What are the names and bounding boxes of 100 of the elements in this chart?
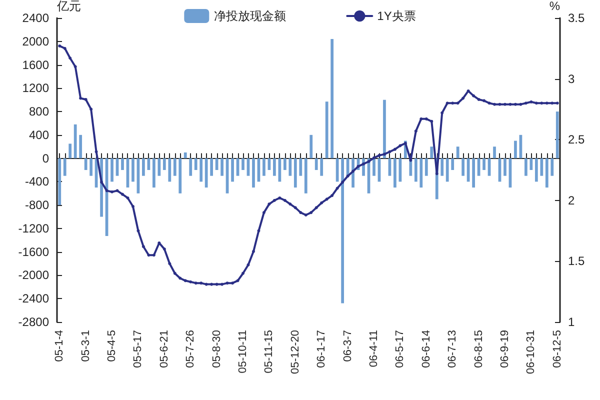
y-tick-label: 400 — [28, 128, 50, 142]
bar — [189, 158, 192, 176]
bar — [79, 134, 82, 158]
bar — [310, 134, 313, 158]
y-tick-label: -800 — [24, 198, 50, 212]
x-tick-label: 05-5-17 — [132, 330, 144, 368]
bar — [262, 158, 266, 176]
bar — [451, 158, 454, 170]
x-tick-label: 06-7-13 — [446, 330, 459, 368]
bar — [394, 158, 396, 188]
bar — [142, 158, 145, 176]
y-tick-label: 0 — [42, 151, 50, 166]
x-tick-label: 05-8-30 — [210, 330, 223, 368]
bar — [414, 158, 418, 182]
bar — [178, 158, 182, 194]
bar — [383, 100, 386, 158]
y-tick-label: 2400 — [22, 11, 50, 25]
bar — [534, 158, 538, 182]
x-tick-label: 06-10-31 — [525, 330, 538, 374]
x-tick-label: 06-1-17 — [316, 330, 328, 368]
bar — [210, 158, 214, 176]
bar — [288, 158, 292, 176]
legend-label: 1Y央票 — [377, 9, 416, 23]
bar — [278, 158, 282, 182]
bar — [472, 158, 475, 188]
y2-tick-label: 2.5 — [568, 132, 586, 147]
bar — [194, 158, 198, 170]
y2-axis-title: % — [549, 0, 560, 13]
x-tick-label: 05-3-1 — [80, 330, 92, 362]
bar — [336, 158, 339, 182]
bar — [504, 158, 506, 176]
y2-tick-label: 1 — [568, 315, 575, 329]
bar — [314, 158, 318, 170]
bar — [446, 158, 449, 182]
x-tick-label: 05-12-20 — [289, 330, 302, 374]
y2-tick-label: 2 — [568, 193, 575, 208]
x-tick-label: 05-11-15 — [263, 330, 276, 374]
bar — [493, 146, 496, 158]
y-tick-label: -1200 — [18, 221, 50, 236]
y2-tick-label: 3.5 — [568, 11, 586, 25]
bar — [252, 158, 255, 188]
bar — [556, 112, 559, 158]
x-tick-label: 05-7-26 — [184, 330, 197, 368]
x-tick-label: 05-10-11 — [237, 330, 250, 374]
x-tick-label: 06-12-5 — [551, 330, 564, 368]
bar — [420, 158, 423, 188]
bar — [514, 140, 517, 158]
bar — [173, 158, 176, 176]
bar — [330, 39, 334, 158]
y-tick-label: -400 — [24, 174, 50, 189]
y-axis-title: 亿元 — [56, 0, 81, 13]
bar — [545, 158, 548, 188]
bar — [110, 158, 114, 182]
bar — [204, 158, 208, 188]
y-tick-label: -2000 — [18, 268, 50, 282]
y2-tick-label: 3 — [568, 72, 575, 86]
y2-tick-label: 1.5 — [568, 254, 586, 268]
x-tick-label: 06-3-7 — [342, 330, 354, 362]
bar — [158, 158, 161, 176]
bar — [294, 158, 297, 188]
bar — [132, 158, 134, 182]
bar — [283, 158, 286, 170]
bar — [242, 158, 244, 170]
bar — [74, 124, 77, 158]
bar — [430, 146, 434, 158]
bar — [462, 158, 465, 176]
bar — [68, 144, 72, 158]
bar — [58, 158, 62, 206]
y-tick-label: -2400 — [18, 292, 50, 306]
legend-label: 净投放现金额 — [214, 9, 286, 23]
bar — [304, 158, 308, 194]
x-tick-label: 06-5-17 — [394, 330, 406, 368]
bar — [524, 158, 528, 176]
y-tick-label: 1200 — [22, 81, 50, 96]
y-tick-label: 2000 — [22, 34, 50, 48]
bar — [168, 158, 172, 182]
y-tick-label: 1600 — [22, 58, 50, 72]
bar — [90, 158, 92, 176]
x-tick-label: 06-6-14 — [420, 330, 432, 368]
y-tick-label: -1600 — [18, 244, 50, 259]
y-tick-label: 800 — [28, 104, 50, 119]
x-tick-label: 05-6-21 — [158, 330, 170, 368]
bar — [540, 158, 544, 176]
x-tick-label: 05-1-4 — [54, 330, 66, 362]
bar — [273, 158, 276, 176]
bar — [200, 158, 203, 182]
x-tick-label: 06-9-19 — [498, 330, 511, 368]
bar — [550, 158, 554, 176]
bar — [220, 158, 224, 176]
bar — [162, 158, 166, 170]
bar — [341, 158, 344, 304]
bar — [482, 158, 486, 170]
bar — [424, 158, 428, 176]
bar — [325, 102, 328, 158]
bar — [121, 158, 124, 170]
bar — [84, 158, 88, 170]
bar — [320, 158, 324, 176]
bar — [63, 158, 66, 176]
x-tick-label: 05-4-5 — [106, 330, 118, 362]
bar — [530, 158, 533, 170]
